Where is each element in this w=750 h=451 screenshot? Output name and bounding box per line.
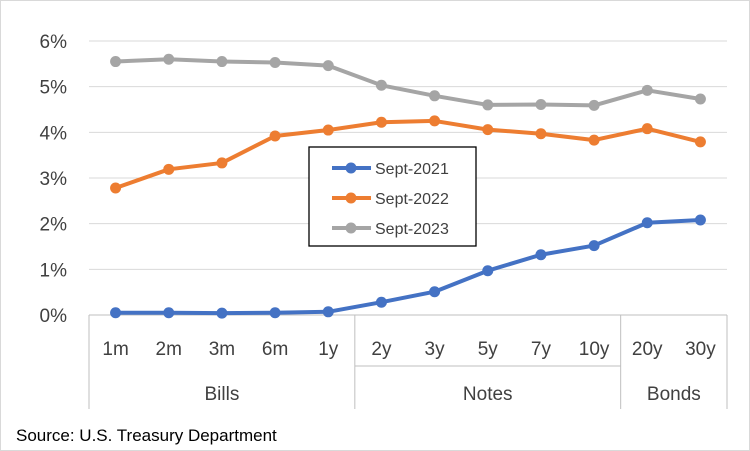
data-point bbox=[588, 99, 600, 111]
data-point bbox=[375, 116, 387, 128]
x-tick-label: 20y bbox=[632, 339, 663, 360]
y-tick-label: 3% bbox=[40, 169, 68, 190]
data-point bbox=[322, 306, 334, 318]
data-point bbox=[216, 56, 228, 68]
data-point bbox=[269, 307, 281, 319]
data-point bbox=[641, 217, 653, 229]
source-note: Source: U.S. Treasury Department bbox=[16, 426, 277, 445]
data-point bbox=[694, 136, 706, 148]
data-point bbox=[269, 130, 281, 142]
data-point bbox=[535, 98, 547, 110]
data-point bbox=[216, 307, 228, 319]
y-tick-label: 1% bbox=[40, 260, 68, 281]
data-point bbox=[641, 123, 653, 135]
x-tick-label: 7y bbox=[531, 339, 552, 360]
y-tick-label: 2% bbox=[40, 215, 68, 236]
x-tick-label: 2y bbox=[371, 339, 392, 360]
y-tick-label: 0% bbox=[40, 306, 68, 327]
series-line bbox=[113, 118, 703, 191]
legend-label: Sept-2023 bbox=[375, 221, 449, 238]
data-point bbox=[482, 124, 494, 136]
x-tick-label: 30y bbox=[685, 339, 716, 360]
x-tick-label: 3m bbox=[209, 339, 235, 360]
data-point bbox=[429, 286, 441, 298]
legend-marker bbox=[345, 162, 357, 174]
data-point bbox=[322, 60, 334, 72]
x-tick-label: 6m bbox=[262, 339, 288, 360]
y-tick-label: 6% bbox=[40, 32, 68, 53]
x-group-label: Bills bbox=[204, 384, 239, 405]
data-point bbox=[375, 296, 387, 308]
data-point bbox=[429, 115, 441, 127]
data-point bbox=[269, 56, 281, 68]
data-point bbox=[482, 99, 494, 111]
y-tick-label: 5% bbox=[40, 78, 68, 99]
data-point bbox=[588, 240, 600, 252]
data-point bbox=[163, 53, 175, 65]
x-tick-label: 2m bbox=[156, 339, 182, 360]
x-tick-label: 5y bbox=[478, 339, 499, 360]
data-point bbox=[535, 249, 547, 261]
data-point bbox=[375, 79, 387, 91]
y-tick-label: 4% bbox=[40, 123, 68, 144]
legend-label: Sept-2021 bbox=[375, 161, 449, 178]
data-point bbox=[110, 56, 122, 68]
data-point bbox=[641, 84, 653, 96]
x-group-label: Bonds bbox=[647, 384, 701, 405]
data-point bbox=[588, 134, 600, 146]
data-point bbox=[322, 124, 334, 136]
x-group-label: Notes bbox=[463, 384, 513, 405]
data-point bbox=[110, 307, 122, 319]
legend-marker bbox=[345, 222, 357, 234]
data-point bbox=[535, 128, 547, 140]
x-tick-label: 1m bbox=[102, 339, 128, 360]
series-line bbox=[113, 218, 703, 316]
data-point bbox=[216, 157, 228, 169]
legend-marker bbox=[345, 192, 357, 204]
x-tick-label: 10y bbox=[579, 339, 610, 360]
x-tick-label: 3y bbox=[425, 339, 446, 360]
legend-label: Sept-2022 bbox=[375, 191, 449, 208]
data-point bbox=[163, 307, 175, 319]
data-point bbox=[694, 214, 706, 226]
data-point bbox=[694, 93, 706, 105]
data-point bbox=[110, 182, 122, 194]
data-point bbox=[429, 90, 441, 102]
data-point bbox=[482, 265, 494, 277]
series-line bbox=[113, 57, 703, 108]
data-point bbox=[163, 163, 175, 175]
x-tick-label: 1y bbox=[318, 339, 339, 360]
